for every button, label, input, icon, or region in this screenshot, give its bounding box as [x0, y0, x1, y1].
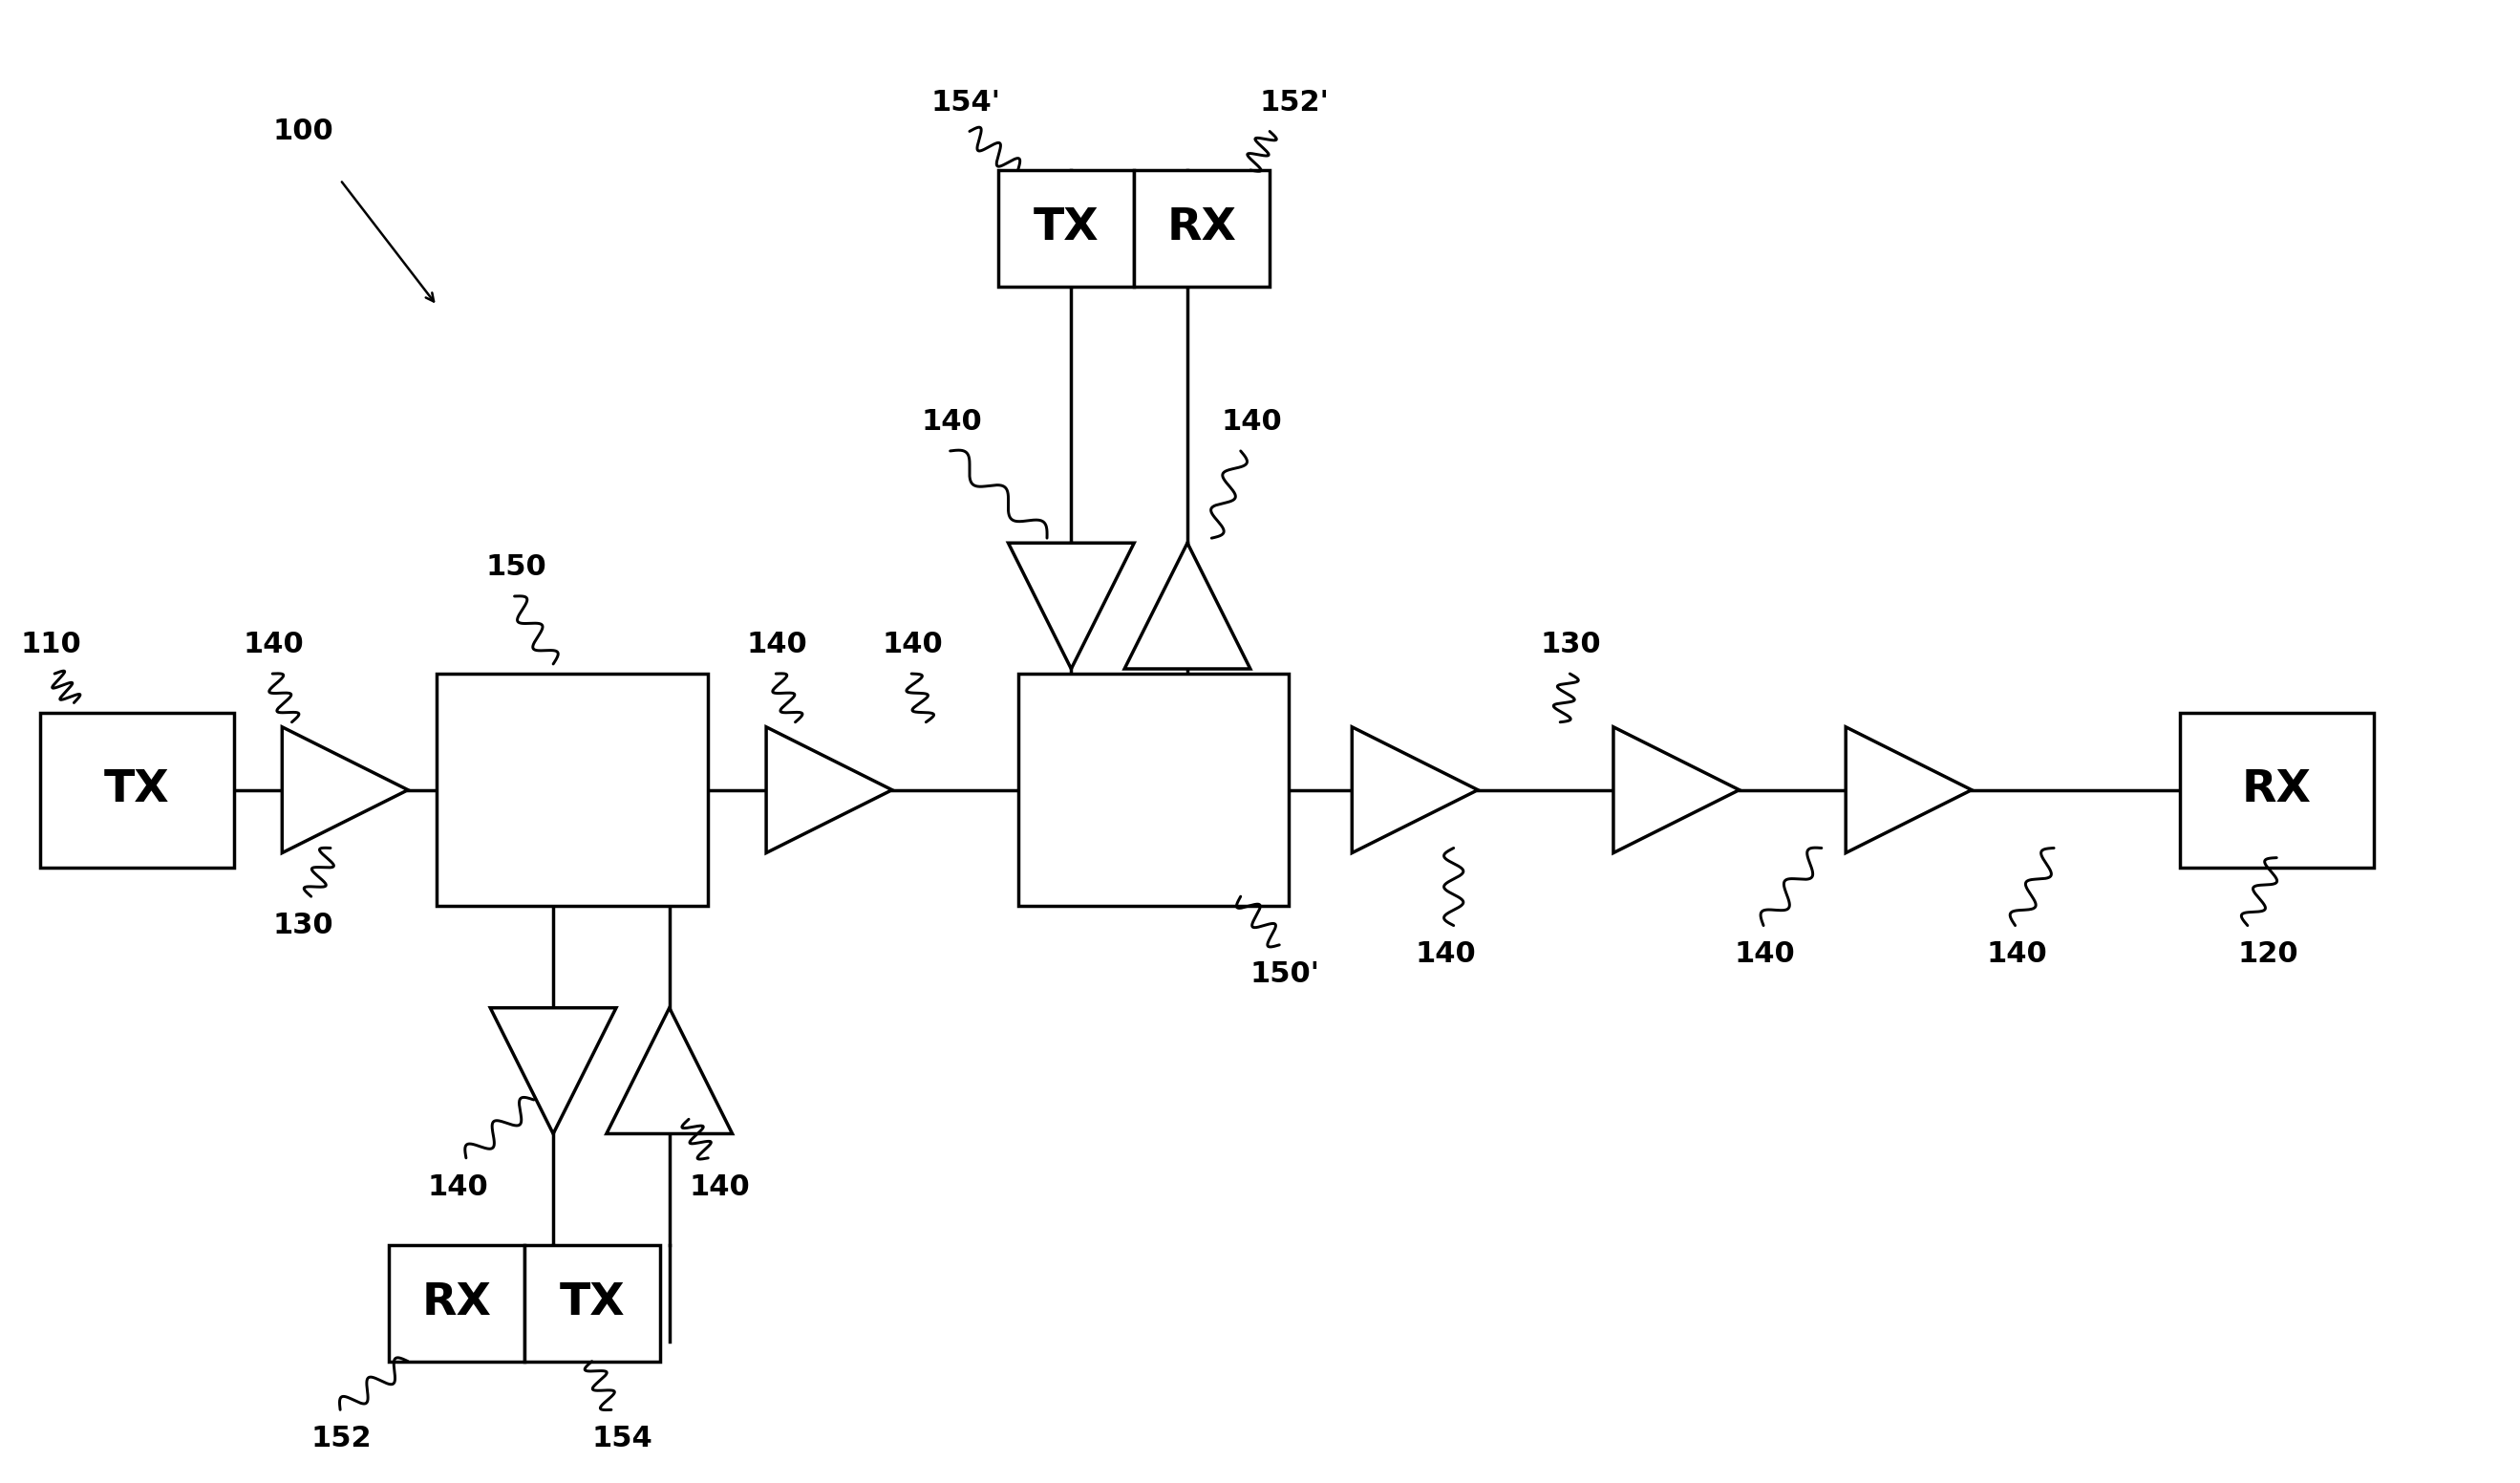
Text: RX: RX — [1167, 206, 1237, 249]
Text: 140: 140 — [428, 1173, 489, 1201]
Text: 154': 154' — [930, 89, 1000, 116]
Text: 140: 140 — [244, 630, 305, 658]
Text: 140: 140 — [1414, 940, 1477, 968]
FancyBboxPatch shape — [1134, 171, 1270, 286]
FancyBboxPatch shape — [998, 171, 1134, 286]
Text: 140: 140 — [688, 1173, 748, 1201]
Polygon shape — [491, 1008, 617, 1133]
Text: 152: 152 — [310, 1425, 373, 1453]
Text: 110: 110 — [20, 630, 81, 658]
Text: 154: 154 — [592, 1425, 653, 1453]
Polygon shape — [282, 727, 408, 853]
Text: 140: 140 — [882, 630, 942, 658]
Text: 140: 140 — [922, 408, 983, 436]
Text: 140: 140 — [1986, 940, 2046, 968]
Polygon shape — [766, 727, 892, 853]
Text: 140: 140 — [746, 630, 809, 658]
FancyBboxPatch shape — [524, 1246, 660, 1361]
Text: RX: RX — [2243, 768, 2311, 811]
FancyBboxPatch shape — [2180, 712, 2374, 868]
Text: 100: 100 — [272, 117, 333, 145]
Text: 152': 152' — [1260, 89, 1331, 116]
Text: 120: 120 — [2238, 940, 2298, 968]
Text: RX: RX — [421, 1281, 491, 1324]
Text: TX: TX — [1033, 206, 1099, 249]
FancyBboxPatch shape — [1018, 673, 1290, 906]
Text: 140: 140 — [1734, 940, 1794, 968]
Polygon shape — [1845, 727, 1971, 853]
Text: 150: 150 — [486, 553, 547, 581]
FancyBboxPatch shape — [388, 1246, 524, 1361]
FancyBboxPatch shape — [436, 673, 708, 906]
Polygon shape — [607, 1008, 733, 1133]
Polygon shape — [1351, 727, 1477, 853]
Polygon shape — [1124, 543, 1250, 669]
Text: TX: TX — [103, 768, 169, 811]
Polygon shape — [1613, 727, 1739, 853]
Text: 140: 140 — [1222, 408, 1283, 436]
FancyBboxPatch shape — [40, 712, 234, 868]
Text: 130: 130 — [1540, 630, 1603, 658]
Text: 130: 130 — [272, 912, 333, 939]
Text: 150': 150' — [1250, 960, 1320, 988]
Polygon shape — [1008, 543, 1134, 669]
Text: TX: TX — [559, 1281, 625, 1324]
